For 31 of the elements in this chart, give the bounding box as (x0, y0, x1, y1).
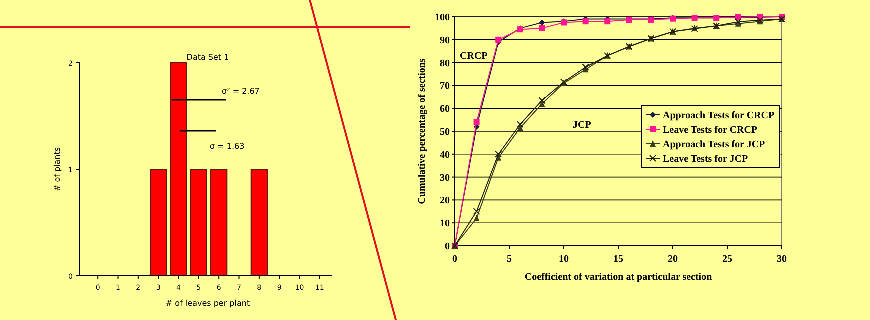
y-axis-title: # of plants (53, 147, 62, 192)
annotation: CRCP (460, 51, 488, 62)
legend-label: Leave Tests for JCP (663, 154, 748, 165)
y-tick-label: 50 (440, 127, 450, 138)
x-tick-label: 5 (507, 254, 512, 265)
annotation: σ² = 2.67 (222, 87, 260, 96)
y-tick-label: 60 (440, 104, 450, 116)
x-tick-label: 20 (668, 254, 678, 265)
x-tick-label: 0 (452, 254, 458, 265)
y-tick-label: 80 (440, 58, 450, 70)
y-tick-label: 40 (440, 150, 450, 161)
x-tick-label: 30 (777, 254, 787, 265)
y-tick-label: 0 (445, 242, 450, 252)
y-axis-title: Cumulative percentage of sections (417, 58, 428, 204)
x-tick-label: 15 (614, 254, 624, 265)
legend-label: Approach Tests for JCP (663, 140, 766, 150)
y-tick-label: 20 (440, 196, 450, 207)
y-tick-label: 70 (440, 81, 450, 92)
x-axis-title: # of leaves per plant (166, 299, 250, 308)
x-tick-label: 25 (722, 254, 732, 265)
x-axis-title: Coefficient of variation at particular section (524, 272, 713, 283)
legend-label: Approach Tests for CRCP (663, 110, 775, 122)
annotation: σ = 1.63 (210, 142, 245, 151)
y-tick-label: 90 (440, 35, 450, 46)
y-tick-label: 10 (440, 218, 450, 230)
chart-title: Data Set 1 (186, 53, 230, 62)
y-tick-label: 30 (440, 172, 450, 184)
y-tick-label: 100 (435, 12, 450, 24)
annotation: JCP (573, 120, 592, 131)
x-tick-label: 10 (559, 254, 569, 265)
legend-label: Leave Tests for CRCP (663, 125, 758, 136)
